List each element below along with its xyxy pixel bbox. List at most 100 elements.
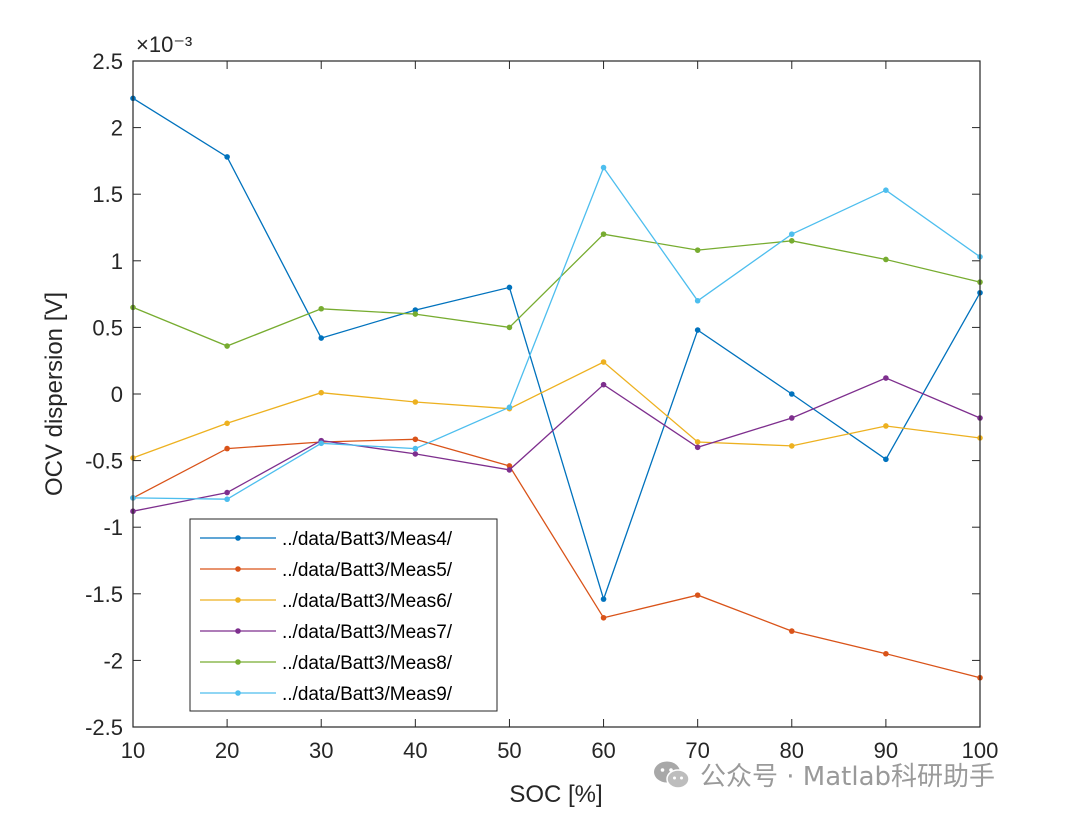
series-5 <box>130 231 983 349</box>
series-1 <box>130 95 983 602</box>
watermark-text: 公众号 · Matlab科研助手 <box>700 762 996 792</box>
y-axis-label: OCV dispersion [V] <box>41 292 68 496</box>
data-point <box>506 463 513 469</box>
data-point <box>788 231 795 237</box>
y-tick-label: 2 <box>111 116 123 141</box>
y-tick-label: -2.5 <box>85 715 123 740</box>
y-tick-label: 0 <box>111 382 123 407</box>
data-point <box>788 628 795 634</box>
y-tick-label: -1 <box>103 515 123 540</box>
data-point <box>694 297 701 304</box>
data-point <box>224 496 230 503</box>
data-point <box>883 256 889 263</box>
data-point <box>412 399 419 405</box>
x-tick-label: 100 <box>962 738 999 763</box>
data-point <box>224 489 230 496</box>
data-point <box>600 231 607 237</box>
data-point <box>788 443 795 449</box>
legend-label: ../data/Batt3/Meas9/ <box>282 684 453 705</box>
data-point <box>224 343 230 349</box>
data-point <box>883 456 889 463</box>
series-line <box>132 361 981 459</box>
x-tick-label: 80 <box>780 738 804 763</box>
x-tick-label: 70 <box>685 738 709 763</box>
data-point <box>224 154 230 160</box>
y-tick-label: 1 <box>111 249 123 274</box>
y-tick-label: 2.5 <box>92 49 123 74</box>
x-axis-label: SOC [%] <box>509 781 602 808</box>
data-point <box>224 445 230 452</box>
series-layer <box>130 95 983 681</box>
data-point <box>694 592 701 598</box>
legend-label: ../data/Batt3/Meas8/ <box>282 653 453 674</box>
x-tick-label: 30 <box>309 738 333 763</box>
watermark: 公众号 · Matlab科研助手 <box>652 756 995 793</box>
series-line <box>132 233 981 347</box>
x-tick-label: 20 <box>215 738 239 763</box>
legend-entry-1: ../data/Batt3/Meas4/ <box>200 529 453 550</box>
tick-layer: 10 20 30 40 50 60 70 80 90 100 2.5 2 1.5 1 0.5 0 -0.5 -1 -… <box>85 49 998 763</box>
data-point <box>600 614 607 621</box>
data-point <box>600 164 607 171</box>
y-tick-label: 0.5 <box>92 315 123 340</box>
data-point <box>600 596 607 602</box>
legend-entry-6: ../data/Batt3/Meas9/ <box>200 684 453 705</box>
y-tick-label: -2 <box>103 648 123 673</box>
data-point <box>412 445 419 452</box>
legend-marker <box>235 659 241 665</box>
data-point <box>600 381 607 388</box>
data-point <box>412 307 419 313</box>
data-point <box>694 327 701 333</box>
data-point <box>318 440 325 447</box>
y-tick-label: -1.5 <box>85 582 123 607</box>
data-point <box>224 420 230 427</box>
x-tick-label: 50 <box>497 738 521 763</box>
data-point <box>600 359 607 365</box>
x-tick-label: 60 <box>591 738 615 763</box>
data-point <box>412 436 419 443</box>
legend-label: ../data/Batt3/Meas5/ <box>282 560 453 581</box>
data-point <box>318 305 325 312</box>
data-point <box>883 650 889 657</box>
legend: ../data/Batt3/Meas4/ ../data/Batt3/Meas5/… <box>189 518 498 712</box>
legend-marker <box>235 690 241 696</box>
data-point <box>788 415 795 421</box>
series-line <box>132 166 981 500</box>
data-point <box>506 284 513 291</box>
legend-marker <box>235 535 241 541</box>
data-point <box>318 335 325 341</box>
data-point <box>318 389 325 396</box>
legend-marker <box>235 628 241 634</box>
data-point <box>506 324 513 331</box>
legend-box <box>189 518 498 712</box>
data-point <box>506 467 513 473</box>
y-tick-label: 1.5 <box>92 182 123 207</box>
series-4 <box>130 375 983 515</box>
data-point <box>694 444 701 451</box>
legend-entry-3: ../data/Batt3/Meas6/ <box>200 591 453 612</box>
y-exponent-label: ×10⁻³ <box>136 32 192 57</box>
data-point <box>694 247 701 253</box>
data-point <box>788 391 795 397</box>
series-line <box>132 377 981 512</box>
y-tick-label: -0.5 <box>85 449 123 474</box>
legend-entry-5: ../data/Batt3/Meas8/ <box>200 653 453 674</box>
data-point <box>694 439 701 445</box>
wechat-icon <box>654 761 690 789</box>
x-tick-label: 10 <box>121 738 145 763</box>
legend-entry-4: ../data/Batt3/Meas7/ <box>200 622 453 643</box>
data-point <box>883 423 889 429</box>
legend-label: ../data/Batt3/Meas4/ <box>282 529 453 550</box>
x-tick-label: 40 <box>403 738 427 763</box>
series-6 <box>130 164 983 503</box>
data-point <box>412 451 419 457</box>
series-line <box>132 438 981 679</box>
legend-label: ../data/Batt3/Meas7/ <box>282 622 453 643</box>
x-tick-label: 90 <box>874 738 898 763</box>
legend-label: ../data/Batt3/Meas6/ <box>282 591 453 612</box>
legend-marker <box>235 597 241 603</box>
data-point <box>506 404 513 411</box>
data-point <box>412 311 419 317</box>
data-point <box>883 375 889 381</box>
